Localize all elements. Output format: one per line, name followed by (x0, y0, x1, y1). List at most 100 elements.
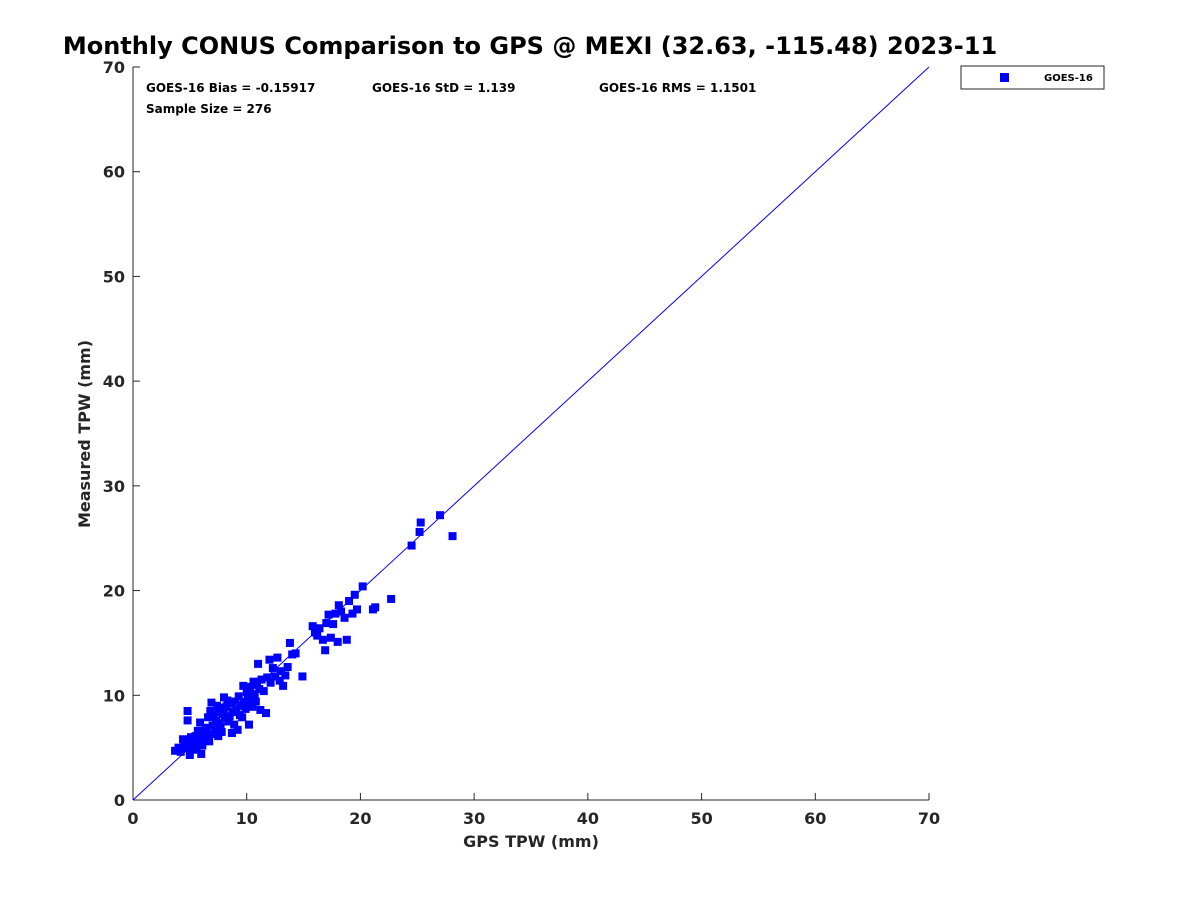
data-point (179, 735, 188, 744)
data-point (348, 609, 357, 618)
data-point (224, 717, 233, 726)
data-point (291, 649, 300, 658)
y-tick-label: 50 (103, 267, 125, 286)
data-point (216, 722, 225, 731)
data-point (244, 720, 253, 729)
data-point (246, 682, 255, 691)
plot-area (132, 67, 929, 801)
std-annotation: GOES-16 StD = 1.139 (372, 81, 515, 95)
data-point (198, 741, 207, 750)
data-point (333, 637, 342, 646)
data-point (233, 725, 242, 734)
x-tick-label: 60 (804, 809, 826, 828)
data-point (256, 705, 265, 714)
legend-label: GOES-16 (1044, 73, 1093, 84)
data-point (186, 733, 195, 742)
data-point (218, 710, 227, 719)
data-point (265, 655, 274, 664)
data-point (416, 518, 425, 527)
data-point (358, 582, 367, 591)
data-point (202, 731, 211, 740)
data-point (209, 712, 218, 721)
data-point (266, 678, 275, 687)
data-point (239, 681, 248, 690)
y-axis-label: Measured TPW (mm) (75, 340, 94, 528)
data-point (387, 594, 396, 603)
data-point (268, 664, 277, 673)
data-point (227, 728, 236, 737)
data-point (308, 622, 317, 631)
data-point (275, 676, 284, 685)
data-point (281, 671, 290, 680)
data-point (331, 609, 340, 618)
data-point (448, 532, 457, 541)
data-point (192, 743, 201, 752)
data-point (283, 663, 292, 672)
legend-box (960, 65, 1105, 90)
x-tick-label: 20 (349, 809, 371, 828)
data-point (214, 708, 223, 717)
data-point (196, 718, 205, 727)
data-point (259, 687, 268, 696)
data-point (193, 726, 202, 735)
data-point (337, 607, 346, 616)
x-tick-label: 50 (690, 809, 712, 828)
data-point (353, 605, 362, 614)
bias-annotation: GOES-16 Bias = -0.15917 (146, 81, 315, 95)
data-point (231, 697, 240, 706)
data-point (326, 633, 335, 642)
data-point (205, 737, 214, 746)
data-point (176, 747, 185, 756)
data-point (248, 702, 257, 711)
data-point (329, 620, 338, 629)
data-point (201, 723, 210, 732)
x-tick-label: 40 (577, 809, 599, 828)
data-point (222, 702, 231, 711)
data-point (350, 590, 359, 599)
sample-size-annotation: Sample Size = 276 (146, 102, 272, 116)
data-point (313, 631, 322, 640)
chart-title: Monthly CONUS Comparison to GPS @ MEXI (… (63, 32, 997, 60)
data-point (250, 690, 259, 699)
data-point (182, 743, 191, 752)
data-point (183, 716, 192, 725)
data-point (183, 706, 192, 715)
x-ticks: 0 10 20 30 40 50 60 70 (127, 793, 940, 828)
data-point (321, 646, 330, 655)
x-tick-label: 0 (127, 809, 138, 828)
data-point (273, 653, 282, 662)
y-tick-label: 20 (103, 582, 125, 601)
data-point (204, 713, 213, 722)
data-points (171, 511, 457, 759)
x-tick-label: 70 (918, 809, 940, 828)
data-point (241, 704, 250, 713)
data-point (226, 699, 235, 708)
data-point (214, 732, 223, 741)
data-point (197, 749, 206, 758)
data-point (252, 680, 261, 689)
data-point (315, 624, 324, 633)
data-point (257, 675, 266, 684)
data-point (334, 601, 343, 610)
data-point (262, 709, 271, 718)
data-point (191, 732, 200, 741)
data-point (185, 739, 194, 748)
data-point (340, 613, 349, 622)
data-point (217, 727, 226, 736)
data-point (207, 698, 216, 707)
rms-annotation: GOES-16 RMS = 1.1501 (599, 81, 756, 95)
x-axis-label: GPS TPW (mm) (463, 832, 599, 851)
data-point (371, 603, 380, 612)
data-point (230, 720, 239, 729)
y-tick-label: 60 (103, 163, 125, 182)
data-point (285, 638, 294, 647)
y-tick-label: 70 (103, 58, 125, 77)
x-tick-label: 30 (463, 809, 485, 828)
data-point (271, 672, 280, 681)
data-point (206, 706, 215, 715)
data-point (190, 738, 199, 747)
data-point (242, 688, 251, 697)
data-point (208, 730, 217, 739)
data-point (279, 681, 288, 690)
